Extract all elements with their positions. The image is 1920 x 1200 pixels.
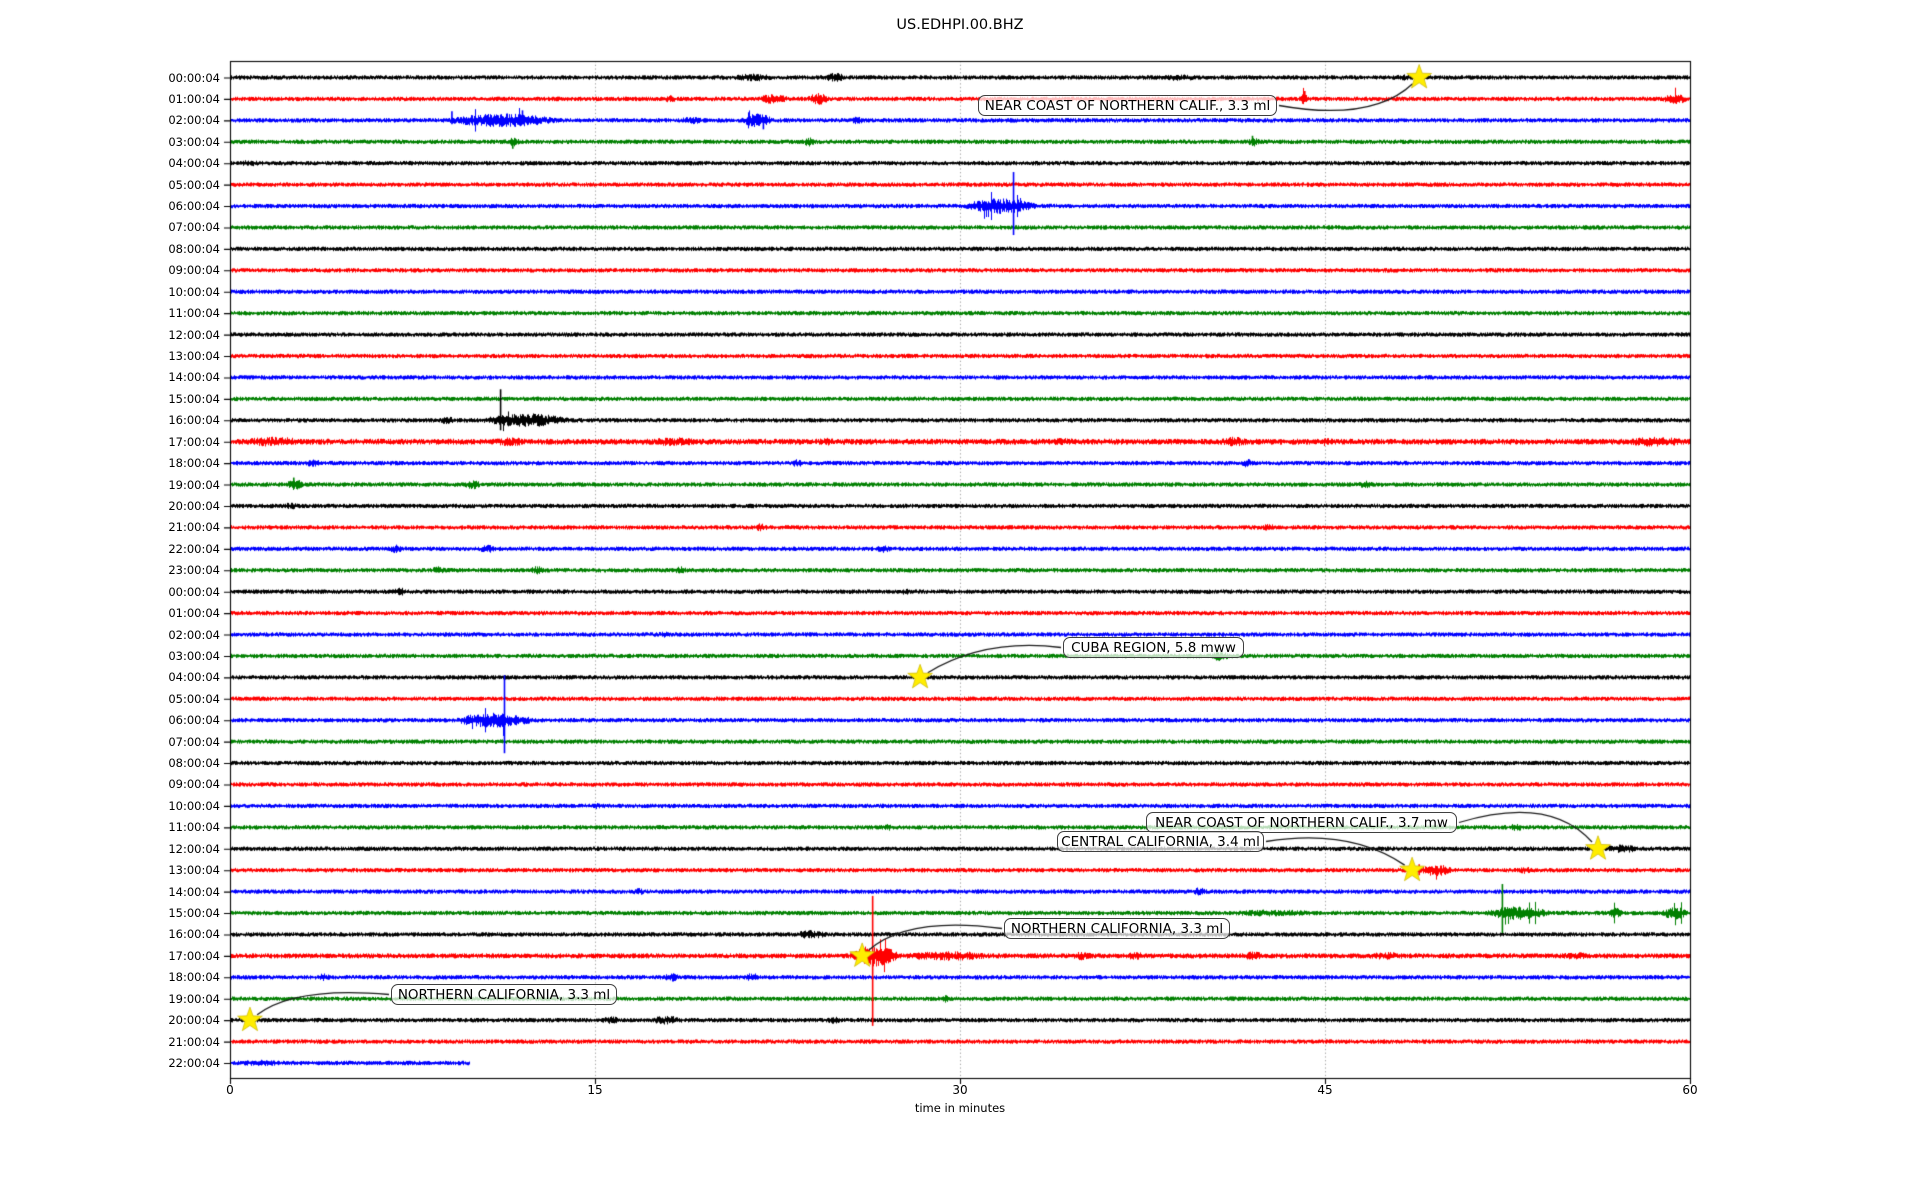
y-tick-label: 14:00:04 [168,370,220,385]
y-tick-label: 01:00:04 [168,91,220,106]
y-tick-label: 06:00:04 [168,713,220,728]
y-tick-label: 02:00:04 [168,627,220,642]
y-tick-label: 01:00:04 [168,606,220,621]
y-tick-label: 12:00:04 [168,841,220,856]
y-tick-label: 10:00:04 [168,284,220,299]
y-tick-label: 09:00:04 [168,777,220,792]
y-tick-label: 22:00:04 [168,541,220,556]
y-tick-label: 19:00:04 [168,991,220,1006]
x-tick-label: 0 [226,1083,234,1097]
y-tick-label: 04:00:04 [168,670,220,685]
event-annotation-box: NORTHERN CALIFORNIA, 3.3 ml [1004,918,1230,939]
y-tick-label: 17:00:04 [168,948,220,963]
y-tick-label: 20:00:04 [168,498,220,513]
y-tick-label: 22:00:04 [168,1056,220,1070]
y-tick-label: 02:00:04 [168,113,220,128]
y-tick-label: 11:00:04 [168,820,220,835]
y-tick-label: 07:00:04 [168,734,220,749]
x-tick-label: 15 [587,1083,603,1097]
y-tick-label: 15:00:04 [168,906,220,921]
y-tick-label: 13:00:04 [168,349,220,363]
y-tick-label: 16:00:04 [168,413,220,428]
y-tick-label: 03:00:04 [168,648,220,663]
y-tick-label: 20:00:04 [168,1013,220,1028]
y-tick-label: 21:00:04 [168,1034,220,1049]
event-annotation-box: NORTHERN CALIFORNIA, 3.3 ml [391,984,617,1005]
y-tick-label: 05:00:04 [168,691,220,706]
y-tick-label: 09:00:04 [168,263,220,278]
y-tick-label: 21:00:04 [168,520,220,535]
y-tick-label: 18:00:04 [168,970,220,985]
y-tick-label: 13:00:04 [168,863,220,878]
y-tick-label: 23:00:04 [168,563,220,578]
y-tick-label: 08:00:04 [168,241,220,256]
x-tick-label: 60 [1682,1083,1698,1097]
y-tick-label: 16:00:04 [168,927,220,942]
y-tick-label: 07:00:04 [168,220,220,235]
y-tick-label: 11:00:04 [168,306,220,321]
event-annotation-box: CUBA REGION, 5.8 mww [1063,637,1244,658]
y-tick-label: 08:00:04 [168,756,220,771]
y-tick-label: 05:00:04 [168,177,220,192]
x-tick-label: 45 [1317,1083,1333,1097]
event-annotation-box: NEAR COAST OF NORTHERN CALIF., 3.3 ml [978,95,1277,116]
y-tick-label: 03:00:04 [168,134,220,149]
y-tick-label: 00:00:04 [168,70,220,85]
y-tick-label: 06:00:04 [168,199,220,214]
event-annotation-box: NEAR COAST OF NORTHERN CALIF., 3.7 mw [1146,812,1457,833]
y-tick-label: 17:00:04 [168,434,220,449]
y-tick-label: 14:00:04 [168,884,220,899]
x-tick-label: 30 [952,1083,968,1097]
y-tick-label: 18:00:04 [168,456,220,471]
y-tick-label: 12:00:04 [168,327,220,342]
y-tick-label: 19:00:04 [168,477,220,492]
y-tick-label: 10:00:04 [168,798,220,813]
y-tick-label: 00:00:04 [168,584,220,599]
y-tick-label: 15:00:04 [168,391,220,406]
plot-title: US.EDHPI.00.BHZ [896,17,1024,33]
y-tick-label: 04:00:04 [168,156,220,171]
x-axis-label: time in minutes [914,1101,1006,1115]
event-annotation-box: CENTRAL CALIFORNIA, 3.4 ml [1057,831,1264,852]
